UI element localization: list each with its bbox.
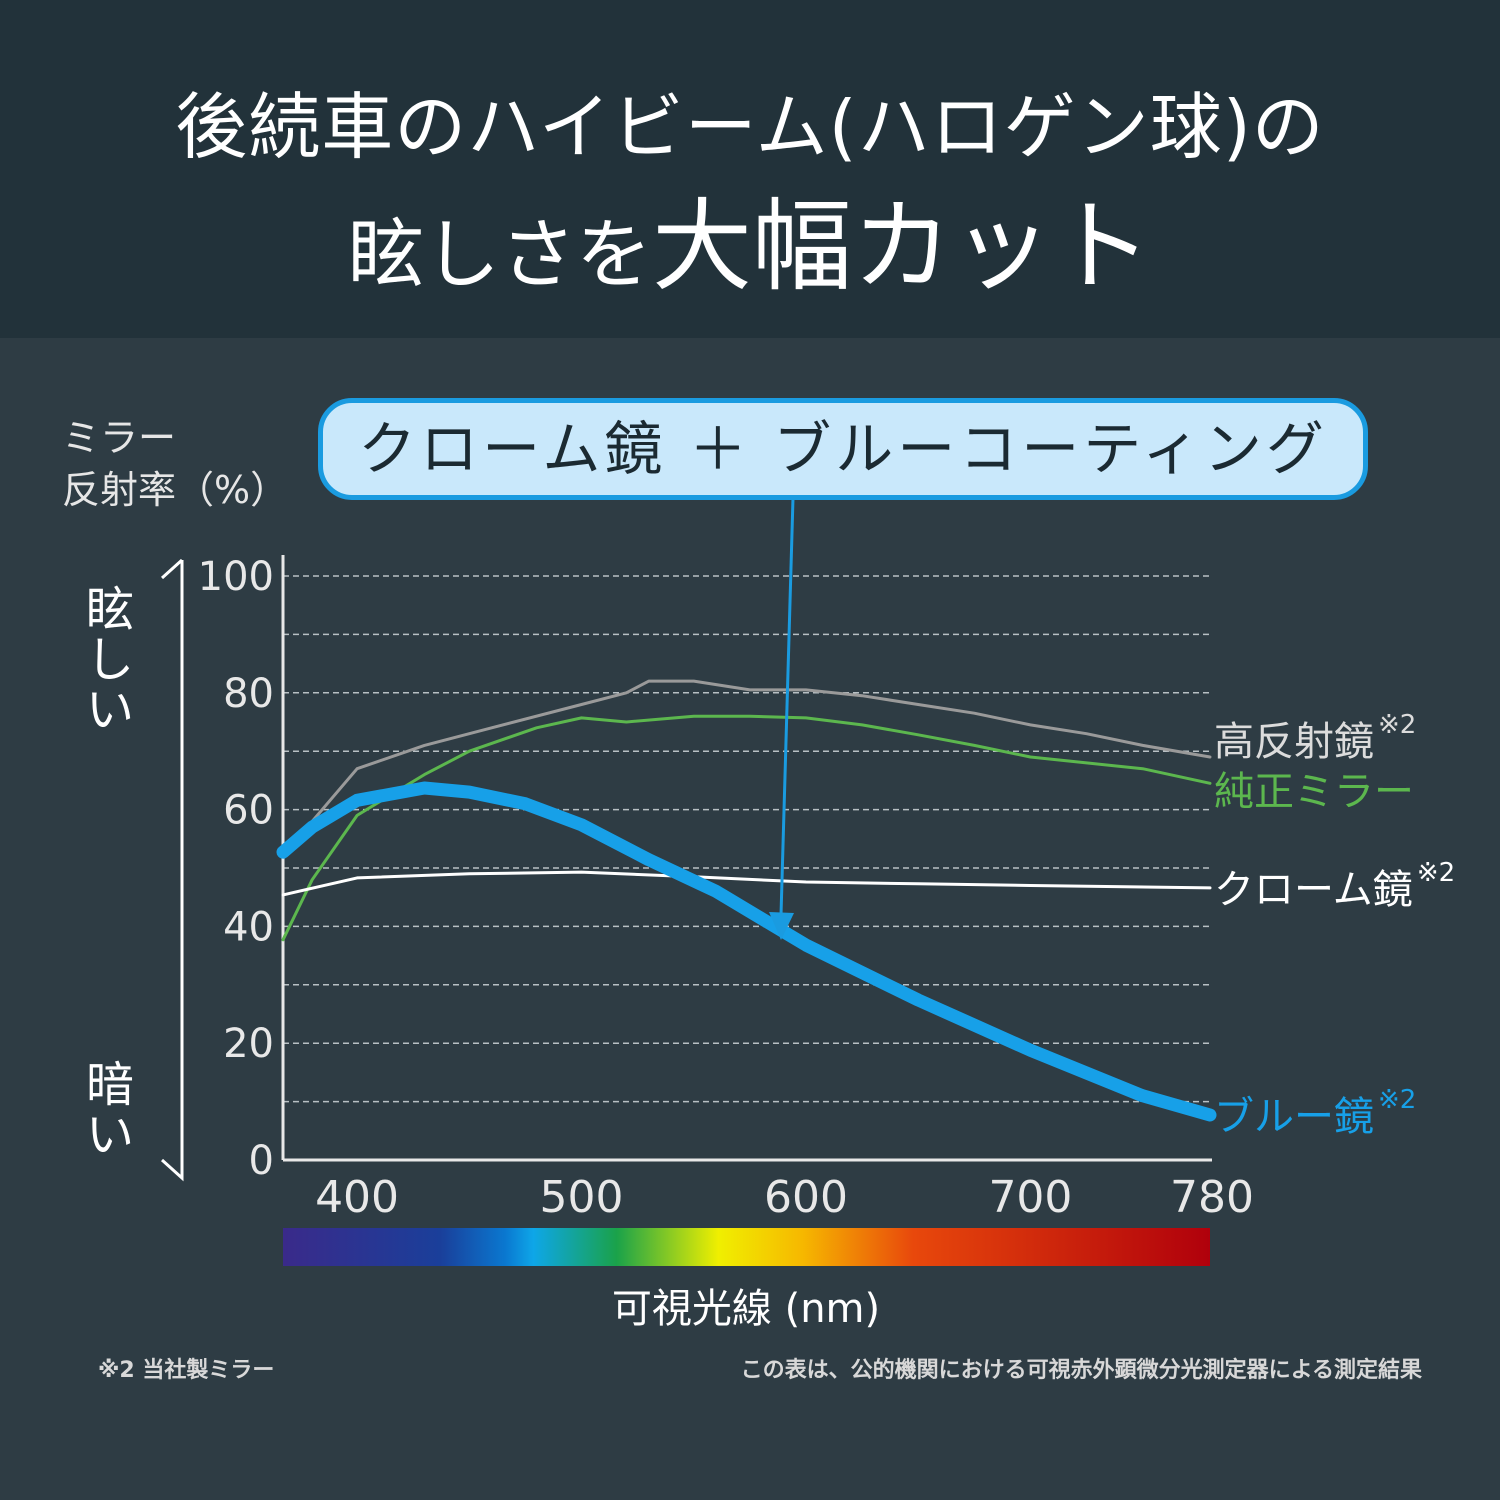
series-name: クローム鏡 [1214, 867, 1413, 913]
headline-emphasis: 大幅カット [652, 188, 1152, 305]
header-banner: 後続車のハイビーム(ハロゲン球)の 眩しさを大幅カット [0, 0, 1500, 338]
series-line-0 [281, 679, 1212, 858]
series-name: ブルー鏡 [1214, 1094, 1374, 1140]
x-tick-label: 500 [540, 1172, 624, 1223]
x-axis-label: 可視光線 (nm) [612, 1286, 880, 1332]
y-tick-label: 100 [198, 554, 274, 600]
callout-arrow-head [769, 912, 794, 940]
y-tick-label: 40 [223, 904, 274, 950]
series-label: 純正ミラー [1214, 769, 1414, 815]
headline-line1: 後続車のハイビーム(ハロゲン球)の [175, 85, 1325, 169]
y-axis-label: ミラー 反射率（%） [62, 412, 288, 516]
y-tick-label: 80 [223, 671, 274, 717]
y-tick-label: 0 [249, 1138, 274, 1184]
series-line-2 [281, 870, 1212, 897]
bright-dark-arrow [160, 558, 184, 1182]
dark-label: 暗い [85, 1057, 134, 1163]
callout-arrow-line [779, 497, 795, 916]
footnote-left: ※2 当社製ミラー [98, 1358, 275, 1383]
bright-label: 眩しい [85, 582, 134, 738]
series-line-1 [281, 714, 1212, 942]
series-note: ※2 [1378, 710, 1416, 740]
callout-box: クローム鏡 ＋ ブルーコーティング [318, 398, 1368, 500]
y-tick-label: 20 [223, 1021, 274, 1067]
x-tick-label: 700 [988, 1172, 1072, 1223]
x-tick-label: 600 [764, 1172, 848, 1223]
visible-spectrum-bar [283, 1228, 1210, 1266]
series-line-3 [276, 781, 1217, 1122]
series-label: 高反射鏡 ※2 [1214, 710, 1416, 765]
series-label: ブルー鏡 ※2 [1214, 1085, 1416, 1140]
y-axis-label-line2: 反射率（%） [62, 468, 289, 512]
x-tick-label: 780 [1170, 1172, 1254, 1223]
series-name: 高反射鏡 [1214, 719, 1374, 765]
y-axis-label-line1: ミラー [62, 416, 177, 460]
series-note: ※2 [1417, 858, 1455, 888]
series-note: ※2 [1378, 1085, 1416, 1115]
footnote-right: この表は、公的機関における可視赤外顕微分光測定器による測定結果 [740, 1358, 1422, 1383]
y-tick-label: 60 [223, 788, 274, 834]
headline-prefix: 眩しさを [348, 210, 652, 299]
x-tick-label: 400 [315, 1172, 399, 1223]
headline-line2: 眩しさを大幅カット [0, 165, 1500, 310]
series-label: クローム鏡 ※2 [1214, 858, 1455, 913]
series-name: 純正ミラー [1214, 769, 1414, 815]
